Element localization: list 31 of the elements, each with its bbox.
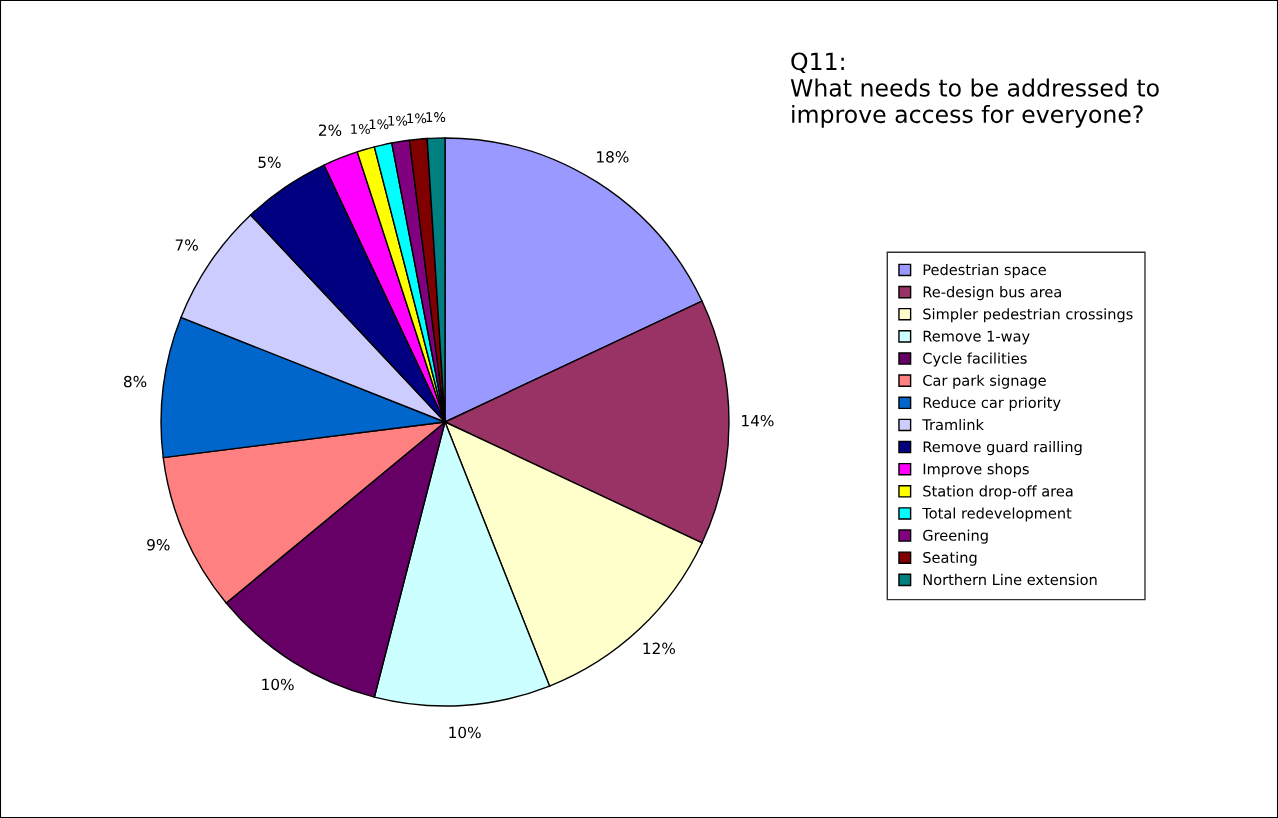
- data-label: 7%: [175, 239, 198, 251]
- data-label: 5%: [258, 156, 281, 169]
- data-label: 10%: [449, 726, 481, 739]
- data-label: 1%: [426, 112, 446, 123]
- legend-label: Cycle facilities: [923, 352, 1027, 367]
- legend-label: Improve shops: [923, 463, 1029, 478]
- data-label: 12%: [643, 642, 675, 655]
- legend-label: Tramlink: [922, 418, 984, 431]
- data-label: 18%: [597, 151, 629, 163]
- data-label: 1%: [351, 124, 370, 135]
- legend-label: Re-design bus area: [923, 286, 1061, 301]
- data-label: 1%: [369, 119, 389, 130]
- legend-label: Station drop-off area: [923, 485, 1073, 500]
- data-label: 9%: [147, 538, 170, 551]
- legend-label: Seating: [923, 551, 977, 566]
- legend-label: Remove 1-way: [923, 330, 1030, 345]
- legend-label: Reduce car priority: [923, 396, 1061, 411]
- data-label: 8%: [123, 375, 147, 388]
- legend-label: Remove guard railling: [923, 441, 1082, 456]
- chart-title: Q11: What needs to be addressed to improve access for everyone?: [790, 52, 1159, 128]
- legend-label: Car park signage: [923, 374, 1046, 389]
- legend-label: Pedestrian space: [923, 263, 1046, 279]
- legend-label: Greening: [923, 529, 988, 544]
- legend-label: Simpler pedestrian crossings: [923, 308, 1133, 323]
- data-label: 10%: [262, 678, 294, 691]
- data-label: 1%: [407, 113, 427, 124]
- data-label: 14%: [742, 414, 774, 427]
- legend-label: Total redevelopment: [922, 507, 1072, 522]
- data-label: 2%: [319, 124, 342, 136]
- data-label: 1%: [388, 115, 408, 126]
- legend-label: Northern Line extension: [923, 573, 1097, 586]
